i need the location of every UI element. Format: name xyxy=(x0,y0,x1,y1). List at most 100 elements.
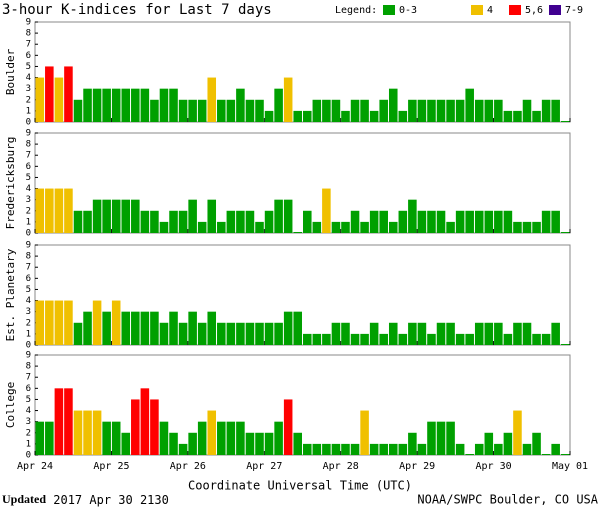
y-tick-label: 4 xyxy=(26,73,31,83)
bar xyxy=(408,432,417,455)
bar xyxy=(398,110,408,122)
y-tick-label: 4 xyxy=(26,406,31,416)
bar xyxy=(293,232,302,233)
bar xyxy=(341,443,350,455)
bar xyxy=(226,322,236,345)
bar xyxy=(369,322,379,345)
y-tick-label: 6 xyxy=(26,162,31,172)
bar xyxy=(236,322,245,345)
bar xyxy=(274,421,283,455)
bar xyxy=(131,311,140,345)
bar xyxy=(503,210,513,233)
bar xyxy=(350,443,360,455)
y-tick-label: 1 xyxy=(26,439,31,449)
y-tick-label: 6 xyxy=(26,384,31,394)
bar xyxy=(360,410,369,455)
bar xyxy=(102,88,111,122)
bar xyxy=(207,199,217,233)
bar xyxy=(369,210,379,233)
bar xyxy=(494,322,503,345)
y-tick-label: 0 xyxy=(26,341,31,351)
bar xyxy=(388,221,398,233)
y-tick-label: 3 xyxy=(26,417,31,427)
y-tick-label: 9 xyxy=(26,351,31,361)
bar xyxy=(560,121,570,122)
bar xyxy=(293,432,302,455)
bar xyxy=(255,322,264,345)
x-tick-label: Apr 30 xyxy=(476,461,512,472)
bar xyxy=(331,99,341,122)
bar xyxy=(484,210,494,233)
bar xyxy=(159,421,169,455)
bar xyxy=(131,399,140,455)
bar xyxy=(245,432,255,455)
bar xyxy=(551,99,560,122)
bar xyxy=(111,421,121,455)
bar xyxy=(283,399,293,455)
y-tick-label: 7 xyxy=(26,373,31,383)
bar xyxy=(494,443,503,455)
bar xyxy=(446,221,455,233)
bar xyxy=(45,421,54,455)
bar xyxy=(303,110,312,122)
bar xyxy=(150,99,159,122)
bar xyxy=(446,421,455,455)
bar xyxy=(264,110,274,122)
x-tick-label: Apr 29 xyxy=(399,461,435,472)
chart-title: 3-hour K-indices for Last 7 days xyxy=(2,2,272,18)
bar xyxy=(111,300,121,345)
bar xyxy=(427,421,436,455)
x-tick-label: Apr 26 xyxy=(170,461,206,472)
y-tick-label: 7 xyxy=(26,263,31,273)
bar xyxy=(551,322,560,345)
y-tick-label: 0 xyxy=(26,229,31,239)
bar xyxy=(236,88,245,122)
bar xyxy=(455,443,465,455)
bar xyxy=(303,443,312,455)
bar xyxy=(54,300,64,345)
legend-entry: 7-9 xyxy=(565,5,583,16)
bar xyxy=(255,221,264,233)
bar xyxy=(264,210,274,233)
bar xyxy=(45,300,54,345)
y-axis-label: College xyxy=(4,382,17,428)
bar xyxy=(169,210,178,233)
bar xyxy=(465,333,474,345)
bar xyxy=(541,333,551,345)
bar xyxy=(169,432,178,455)
bar xyxy=(207,410,217,455)
bar xyxy=(484,322,494,345)
bar xyxy=(474,443,484,455)
bar xyxy=(360,221,369,233)
bar xyxy=(236,210,245,233)
bar xyxy=(169,311,178,345)
bar xyxy=(408,99,417,122)
bar xyxy=(293,311,302,345)
y-axis-label: Est. Planetary xyxy=(4,248,17,341)
bar xyxy=(73,322,83,345)
bar xyxy=(178,322,188,345)
bar xyxy=(54,388,64,455)
bar xyxy=(245,322,255,345)
bar xyxy=(513,110,522,122)
bar xyxy=(312,99,322,122)
bar xyxy=(226,99,236,122)
bar xyxy=(35,300,45,345)
bar xyxy=(207,311,217,345)
bar xyxy=(474,99,484,122)
bar xyxy=(331,443,341,455)
bar xyxy=(312,443,322,455)
bar xyxy=(245,210,255,233)
bar xyxy=(54,188,64,233)
y-tick-label: 6 xyxy=(26,274,31,284)
bar xyxy=(54,77,64,122)
bar xyxy=(150,311,159,345)
y-tick-label: 7 xyxy=(26,151,31,161)
bar xyxy=(350,333,360,345)
bar xyxy=(522,99,532,122)
bar xyxy=(560,344,570,345)
bar xyxy=(474,210,484,233)
bar xyxy=(551,210,560,233)
y-tick-label: 1 xyxy=(26,217,31,227)
bar xyxy=(92,300,102,345)
